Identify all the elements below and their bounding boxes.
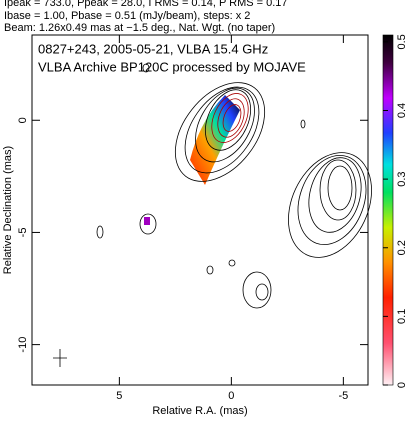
header-line: Ipeak = 733.0, Ppeak = 28.0, I RMS = 0.1… (4, 0, 288, 9)
x-tick-label: 0 (228, 390, 234, 402)
x-axis-label: Relative R.A. (mas) (152, 405, 247, 417)
colorbar-tick-label: 0.2 (396, 240, 408, 255)
x-tick-label: 5 (116, 390, 122, 402)
header-line: Beam: 1.26x0.49 mas at −1.5 deg., Nat. W… (4, 22, 275, 34)
colorbar-tick-label: 0.4 (396, 103, 408, 118)
y-tick-label: -5 (17, 228, 29, 238)
colorbar (382, 34, 394, 386)
colorbar-tick-label: 0.1 (396, 309, 408, 324)
x-tick-label: -5 (338, 390, 348, 402)
colorbar-tick-label: 0 (396, 382, 408, 388)
y-tick-label: 0 (17, 117, 29, 123)
annotation: 0827+243, 2005-05-21, VLBA 15.4 GHz (38, 41, 268, 56)
header-line: Ibase = 1.00, Pbase = 0.51 (mJy/beam), s… (4, 10, 250, 22)
y-tick-label: -10 (17, 337, 29, 353)
colorbar-tick-label: 0.5 (396, 34, 408, 49)
y-axis-label: Relative Declination (mas) (2, 146, 14, 274)
annotation: VLBA Archive BP120C processed by MOJAVE (38, 59, 306, 74)
colorbar-tick-label: 0.3 (396, 171, 408, 186)
contours (53, 63, 372, 367)
plot-frame (31, 34, 369, 386)
